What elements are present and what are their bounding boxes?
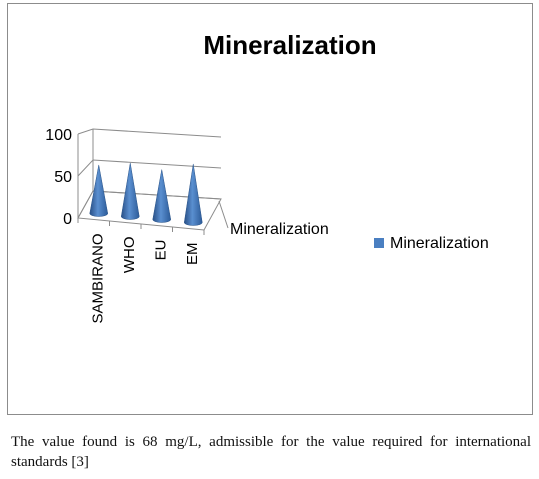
depth-tick bbox=[218, 200, 229, 229]
y-tick-label: 100 bbox=[45, 127, 72, 144]
chart-area: Mineralization 0 50 100 SAMBIRANO WHO EU EM Min… bbox=[7, 3, 533, 415]
legend-label: Mineralization bbox=[390, 235, 489, 252]
gridline bbox=[77, 128, 222, 138]
depth-axis-label: Mineralization bbox=[230, 221, 329, 238]
data-cone bbox=[120, 162, 140, 220]
x-tick-label: WHO bbox=[121, 237, 138, 274]
data-cone bbox=[89, 164, 109, 217]
legend-swatch bbox=[374, 238, 384, 248]
x-tick-label: EM bbox=[184, 243, 201, 266]
x-tick-label: SAMBIRANO bbox=[90, 234, 107, 324]
data-cone bbox=[152, 169, 172, 223]
y-tick-label: 50 bbox=[54, 169, 72, 186]
chart-floor bbox=[77, 190, 222, 231]
legend: Mineralization bbox=[374, 235, 489, 252]
axes-layer bbox=[77, 128, 229, 235]
labels-layer: 0 50 100 SAMBIRANO WHO EU EM Mineralization bbox=[45, 127, 328, 324]
data-cone bbox=[183, 163, 203, 226]
cones-layer bbox=[89, 162, 203, 226]
x-tick-label: EU bbox=[153, 240, 170, 261]
chart-title: Mineralization bbox=[203, 30, 376, 60]
chart-svg: Mineralization 0 50 100 SAMBIRANO WHO EU EM Min… bbox=[45, 30, 489, 324]
figure-caption: The value found is 68 mg/L, admissible f… bbox=[11, 434, 531, 470]
y-tick-label: 0 bbox=[63, 211, 72, 228]
